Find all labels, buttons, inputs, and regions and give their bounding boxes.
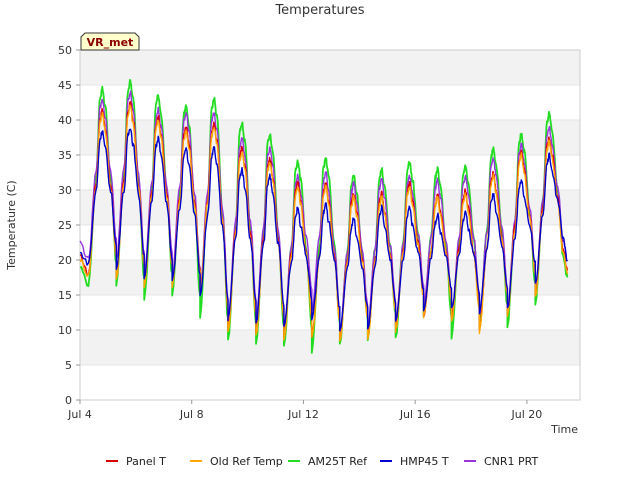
- x-tick-label: Jul 20: [511, 408, 543, 421]
- y-tick-label: 50: [58, 44, 72, 57]
- badge-text: VR_met: [87, 36, 134, 49]
- x-tick-label: Jul 12: [287, 408, 319, 421]
- series-line-hmp45-t: [79, 128, 568, 332]
- y-tick-label: 0: [65, 394, 72, 407]
- y-tick-label: 40: [58, 114, 72, 127]
- y-axis-ticks: 0 5 10 15 20 25 30 35 40 45 50: [58, 44, 80, 407]
- grid-band: [80, 330, 580, 365]
- y-tick-label: 45: [58, 79, 72, 92]
- badge-shape: [80, 32, 140, 51]
- legend-label: CNR1 PRT: [484, 455, 539, 468]
- chart-title: Temperatures: [274, 3, 364, 18]
- y-tick-label: 25: [58, 219, 72, 232]
- series-line-cnr1-prt: [79, 90, 568, 336]
- y-tick-label: 10: [58, 324, 72, 337]
- legend-label: Panel T: [126, 455, 166, 468]
- x-axis-ticks: Jul 4 Jul 8 Jul 12 Jul 16 Jul 20: [67, 400, 542, 421]
- y-tick-label: 15: [58, 289, 72, 302]
- x-tick-label: Jul 4: [67, 408, 92, 421]
- x-axis-label: Time: [550, 423, 578, 436]
- grid-band: [80, 50, 580, 85]
- legend-label: HMP45 T: [400, 455, 449, 468]
- series-lines: [79, 79, 569, 354]
- y-tick-label: 20: [58, 254, 72, 267]
- x-tick-label: Jul 16: [399, 408, 431, 421]
- legend-label: AM25T Ref: [308, 455, 368, 468]
- y-tick-label: 30: [58, 184, 72, 197]
- legend: Panel T Old Ref Temp AM25T Ref HMP45 T CNR1 …: [106, 455, 539, 468]
- legend-label: Old Ref Temp: [210, 455, 283, 468]
- y-tick-label: 5: [65, 359, 72, 372]
- vr-met-badge: VR_met: [80, 32, 140, 51]
- y-tick-label: 35: [58, 149, 72, 162]
- grid-band: [80, 260, 580, 295]
- y-axis-label: Temperature (C): [5, 180, 18, 270]
- x-tick-label: Jul 8: [179, 408, 204, 421]
